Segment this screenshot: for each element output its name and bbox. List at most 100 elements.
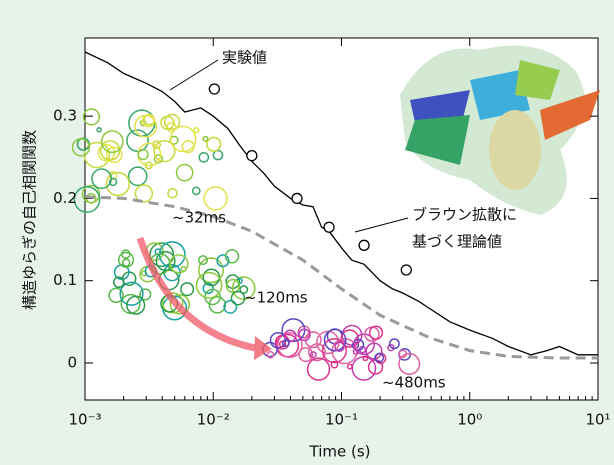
decor-bubble <box>398 349 408 359</box>
decor-bubble <box>167 187 178 199</box>
x-tick-label: 10⁻¹ <box>325 411 358 429</box>
decor-bubble <box>160 115 175 130</box>
decor-bubble <box>121 258 131 267</box>
decor-bubble <box>352 338 365 351</box>
marker <box>291 192 303 205</box>
decor-bubble <box>163 113 181 131</box>
decor-bubble <box>203 186 228 211</box>
leader <box>354 217 409 233</box>
decor-bubble <box>266 350 275 359</box>
marker <box>323 221 335 233</box>
decor-bubble <box>91 168 113 190</box>
decor-bubble <box>82 108 101 126</box>
decor-bubble <box>99 140 121 161</box>
decor-bubble <box>108 177 118 187</box>
decor-bubble <box>208 296 227 314</box>
decor-bubble <box>191 186 201 196</box>
x-tick-label: 10⁻³ <box>68 411 101 429</box>
decor-bubble <box>117 251 135 268</box>
decor-bubble <box>298 347 314 363</box>
decor-bubble <box>195 271 223 299</box>
decor-bubble <box>180 282 195 297</box>
decor-bubble <box>149 242 175 268</box>
decor-bubble <box>137 148 149 161</box>
decor-bubble <box>166 122 177 133</box>
arrow-head <box>254 336 272 360</box>
decor-bubble <box>276 332 303 359</box>
decor-bubble <box>230 290 246 306</box>
y-axis-label: 構造ゆらぎの自己相関関数 <box>21 130 39 310</box>
decor-bubble <box>321 338 347 364</box>
series-line <box>84 195 598 360</box>
annotation: ~120ms <box>244 289 308 307</box>
decor-bubble <box>216 254 230 268</box>
annotation: 実験値 <box>222 49 267 67</box>
protein <box>400 45 600 215</box>
decor-bubble <box>108 287 124 304</box>
decor-bubble <box>105 146 123 164</box>
marker <box>208 83 221 95</box>
decor-bubble <box>388 338 400 350</box>
decor-bubble <box>298 328 311 342</box>
decor-bubble <box>169 254 189 274</box>
decor-bubble <box>100 130 124 154</box>
decor-bubble <box>353 333 375 356</box>
decor-bubble <box>281 339 290 347</box>
decor-bubble <box>175 163 194 182</box>
x-tick-label: 10⁰ <box>457 411 482 429</box>
decor-bubble <box>105 171 131 197</box>
x-tick-label: 10⁻² <box>197 411 230 429</box>
decor-bubble <box>193 127 200 134</box>
decor-bubble <box>169 125 197 153</box>
decor-bubble <box>198 152 210 163</box>
decor-bubble <box>162 292 184 314</box>
decor-bubble <box>387 343 395 352</box>
decor-bubble <box>198 257 225 284</box>
decor-bubble <box>224 249 240 264</box>
y-tick-label: 0.3 <box>53 107 77 125</box>
arrow <box>136 236 256 352</box>
decor-bubble <box>225 278 241 294</box>
decor-bubble <box>141 114 156 128</box>
decor-bubble <box>73 186 101 213</box>
decor-bubble <box>202 282 214 295</box>
decor-bubble <box>330 360 339 369</box>
decor-bubble <box>126 129 149 152</box>
decor-bubble <box>362 355 369 362</box>
decor-bubble <box>127 166 148 187</box>
decor-bubble <box>306 357 331 381</box>
decor-bubble <box>126 295 146 315</box>
decor-bubble <box>239 285 249 294</box>
decor-bubble <box>398 352 421 375</box>
decor-bubble <box>281 318 306 343</box>
decor-bubble <box>155 251 176 272</box>
decor-bubble <box>119 281 144 306</box>
x-tick-label: 10¹ <box>585 411 610 429</box>
decor-bubble <box>153 154 164 164</box>
annotation: ~480ms <box>382 374 446 392</box>
annotation: ~32ms <box>172 209 226 227</box>
decor-bubble <box>112 276 125 289</box>
marker <box>400 264 412 276</box>
x-axis-label: Time (s) <box>309 443 371 461</box>
decor-bubble <box>368 325 384 340</box>
decor-bubble <box>152 140 162 150</box>
decor-bubble <box>169 294 191 315</box>
y-tick-label: 0.2 <box>53 189 77 207</box>
decor-bubble <box>206 136 222 152</box>
decor-bubble <box>202 135 209 142</box>
decor-bubble <box>96 127 102 133</box>
decor-bubble <box>283 329 297 343</box>
decor-bubble <box>198 255 208 266</box>
decor-bubble <box>212 149 224 161</box>
decor-bubble <box>374 352 385 363</box>
decor-bubble <box>334 341 345 353</box>
decor-bubble <box>71 138 91 157</box>
y-tick-label: 0.1 <box>53 271 77 289</box>
decor-bubble <box>153 140 176 163</box>
decor-bubble <box>346 363 353 370</box>
annotation: 基づく理論値 <box>412 233 502 251</box>
decor-bubble <box>309 351 317 359</box>
decor-bubble <box>139 288 152 301</box>
